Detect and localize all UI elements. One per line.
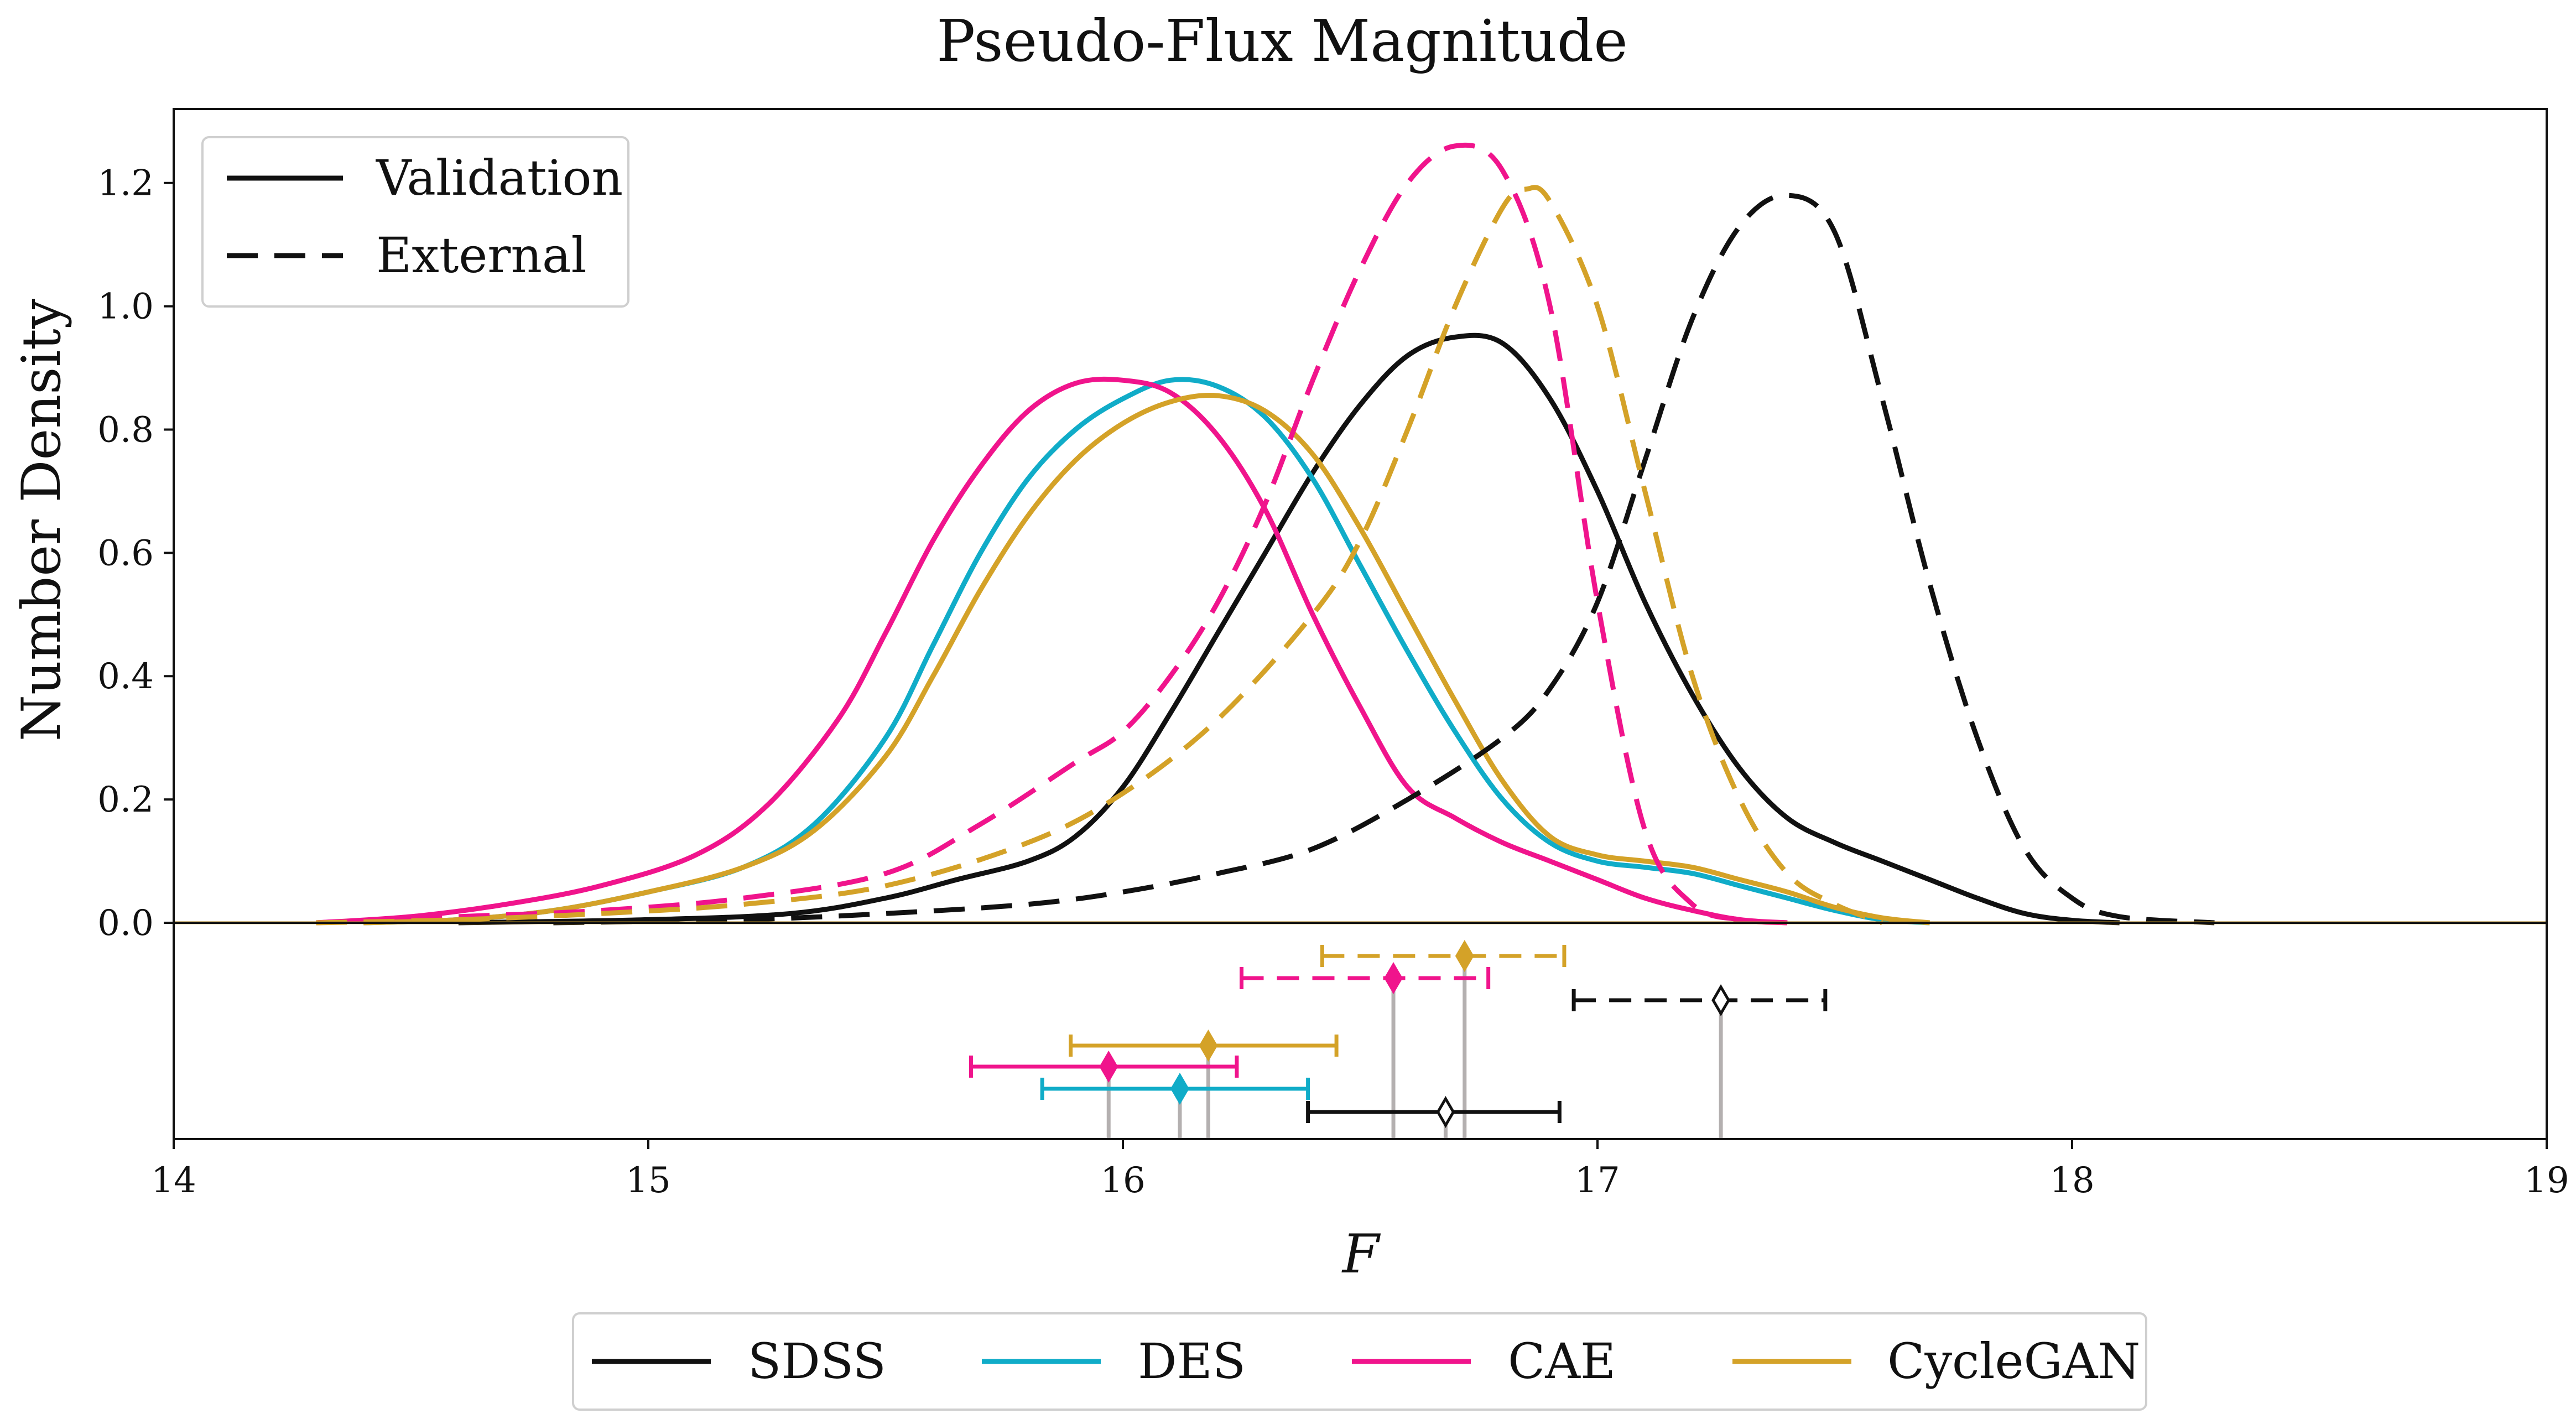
errorbar-marker-cyclegan-validation bbox=[1199, 1030, 1218, 1062]
color-legend-label-des: DES bbox=[1138, 1333, 1246, 1390]
errorbar-marker-cae-external bbox=[1384, 962, 1403, 994]
chart-title: Pseudo-Flux Magnitude bbox=[936, 7, 1628, 75]
color-legend-label-cae: CAE bbox=[1508, 1333, 1616, 1390]
axis-ticks: 14 15 16 17 18 19 0.0 0.2 0.4 0.6 0.8 1.0 1.2 bbox=[97, 163, 2569, 1201]
y-tick-label-1.2: 1.2 bbox=[97, 163, 154, 204]
series-line-sdss-external bbox=[553, 193, 2215, 926]
errorbar-marker-des-validation bbox=[1170, 1073, 1189, 1105]
x-axis-label: F bbox=[1341, 1223, 1381, 1285]
series-line-cae-validation bbox=[316, 376, 1788, 926]
y-tick-label-1.0: 1.0 bbox=[97, 287, 154, 328]
errorbar-marker-sdss-validation bbox=[1436, 1096, 1455, 1128]
style-legend-label-validation: Validation bbox=[376, 149, 623, 206]
y-tick-label-0.4: 0.4 bbox=[97, 656, 154, 697]
x-tick-label-16: 16 bbox=[1100, 1160, 1145, 1201]
y-tick-label-0.0: 0.0 bbox=[97, 903, 154, 944]
errorbar-marker-sdss-external bbox=[1711, 984, 1730, 1016]
color-legend-label-cyclegan: CycleGAN bbox=[1887, 1333, 2140, 1390]
series-line-sdss-validation bbox=[458, 332, 2120, 926]
x-tick-label-18: 18 bbox=[2049, 1160, 2094, 1201]
y-tick-label-0.6: 0.6 bbox=[97, 533, 154, 574]
y-axis-label: Number Density bbox=[11, 299, 72, 741]
plot-frame bbox=[173, 108, 2548, 1140]
y-tick-label-0.8: 0.8 bbox=[97, 409, 154, 450]
x-tick-label-14: 14 bbox=[151, 1160, 196, 1201]
series-line-cyclegan-validation bbox=[363, 392, 1930, 926]
errorbar-marker-cyclegan-external bbox=[1455, 940, 1474, 972]
series-line-cae-external bbox=[316, 142, 1788, 926]
series-line-des-validation bbox=[363, 377, 1930, 926]
series-line-cyclegan-external bbox=[316, 185, 1883, 926]
x-tick-label-17: 17 bbox=[1575, 1160, 1620, 1201]
x-tick-label-15: 15 bbox=[626, 1160, 670, 1201]
y-tick-label-0.2: 0.2 bbox=[97, 779, 154, 820]
errorbar-marker-cae-validation bbox=[1099, 1051, 1118, 1083]
color-legend-label-sdss: SDSS bbox=[748, 1333, 886, 1390]
x-tick-label-19: 19 bbox=[2524, 1160, 2569, 1201]
style-legend: Validation External bbox=[201, 136, 629, 308]
error-bar-panel bbox=[969, 940, 1828, 1139]
color-legend: SDSS DES CAE CycleGAN bbox=[572, 1312, 2147, 1411]
style-legend-label-external: External bbox=[376, 227, 587, 284]
